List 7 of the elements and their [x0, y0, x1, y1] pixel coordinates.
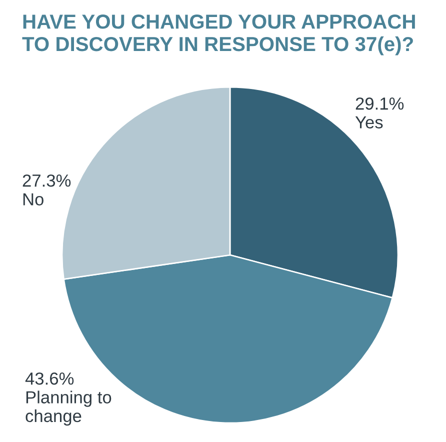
data-label: 43.6%	[25, 372, 74, 385]
chart-title: HAVE YOU CHANGED YOUR APPROACH TO DISCOVERY IN RESPONSE TO 37(e)?	[22, 14, 415, 56]
data-label: 29.1%	[356, 97, 404, 110]
slice-label: Planning to change	[26, 390, 112, 426]
data-label: 27.3%	[22, 174, 71, 187]
slice-label: Yes	[355, 116, 383, 128]
slice-label: No	[23, 193, 44, 206]
